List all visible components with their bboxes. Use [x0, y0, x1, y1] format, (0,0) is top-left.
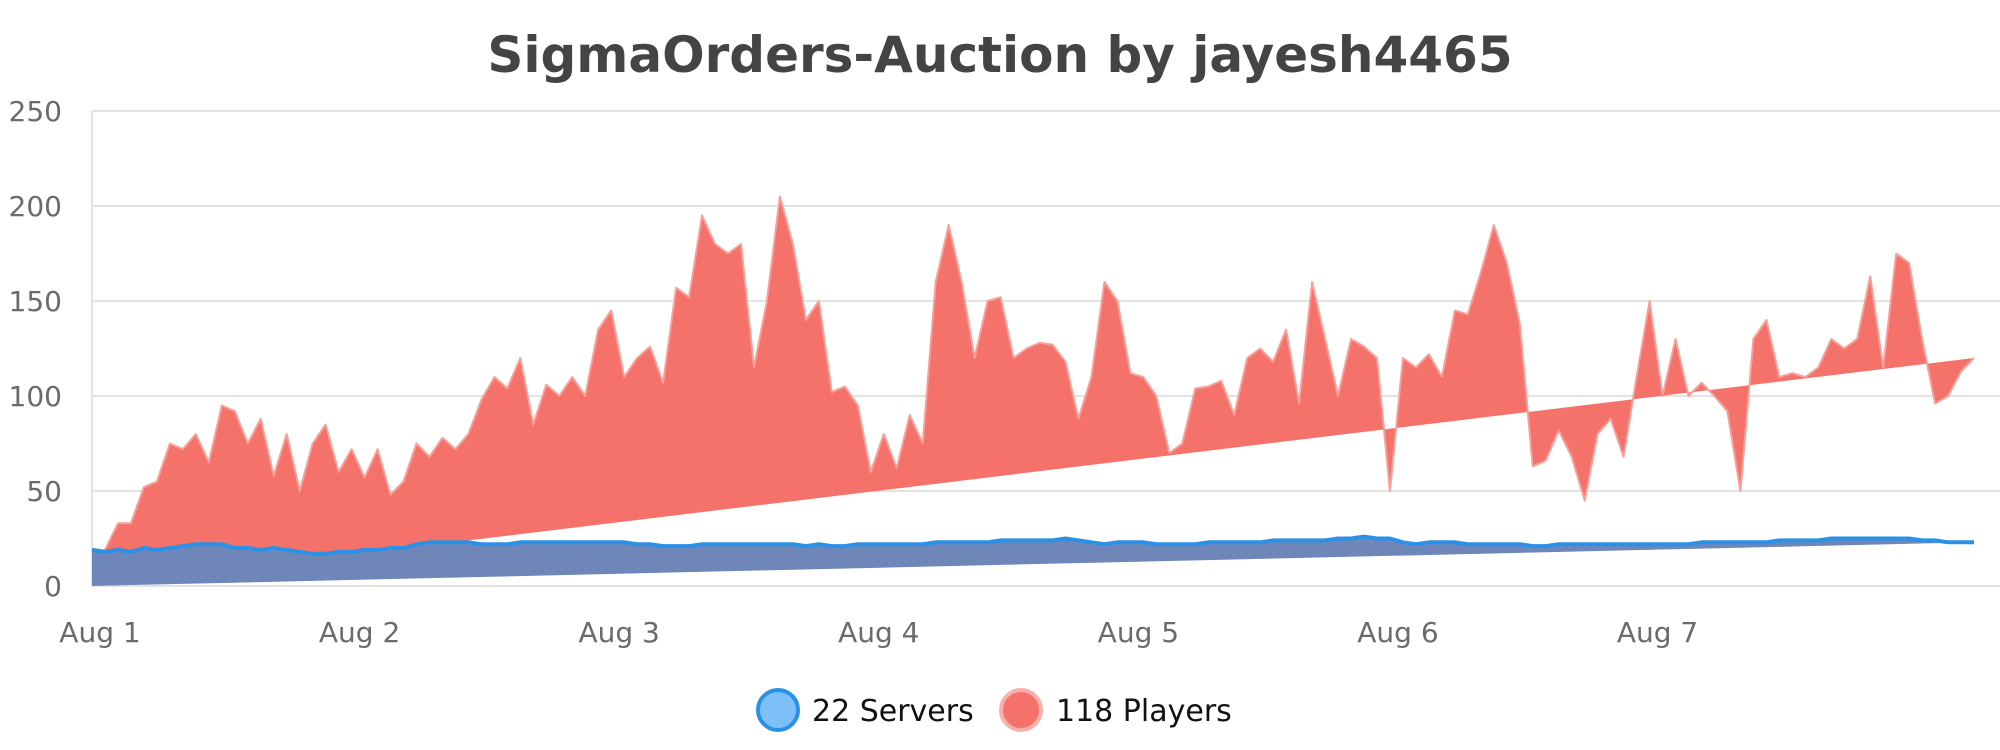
legend[interactable]: 22 Servers 118 Players — [756, 688, 1232, 732]
legend-label[interactable]: 118 Players — [1056, 694, 1232, 729]
y-tick-label: 0 — [44, 570, 62, 603]
axes: 0 50 100 150 200 250 Aug 1 Aug 2 Aug 3 Aug 4 Aug 5… — [9, 95, 1699, 649]
players-series-area — [92, 196, 1974, 586]
players-series-line — [91, 195, 1975, 553]
y-tick-label: 200 — [9, 190, 62, 223]
servers-series-area — [92, 536, 1974, 586]
x-tick-label: Aug 6 — [1357, 616, 1438, 649]
x-tick-label: Aug 5 — [1098, 616, 1179, 649]
legend-label[interactable]: 22 Servers — [812, 694, 974, 729]
y-tick-label: 250 — [9, 95, 62, 128]
legend-marker[interactable] — [999, 688, 1043, 732]
servers-series-line — [91, 534, 1974, 556]
y-tick-label: 100 — [9, 380, 62, 413]
x-tick-label: Aug 2 — [319, 616, 400, 649]
y-tick-label: 50 — [26, 475, 62, 508]
y-tick-label: 150 — [9, 285, 62, 318]
x-tick-label: Aug 7 — [1617, 616, 1698, 649]
chart-title: SigmaOrders-Auction by jayesh4465 — [487, 26, 1512, 84]
x-tick-label: Aug 1 — [59, 616, 140, 649]
legend-marker[interactable] — [756, 688, 800, 732]
x-tick-label: Aug 4 — [838, 616, 919, 649]
series-layer — [91, 195, 1975, 586]
x-tick-label: Aug 3 — [578, 616, 659, 649]
